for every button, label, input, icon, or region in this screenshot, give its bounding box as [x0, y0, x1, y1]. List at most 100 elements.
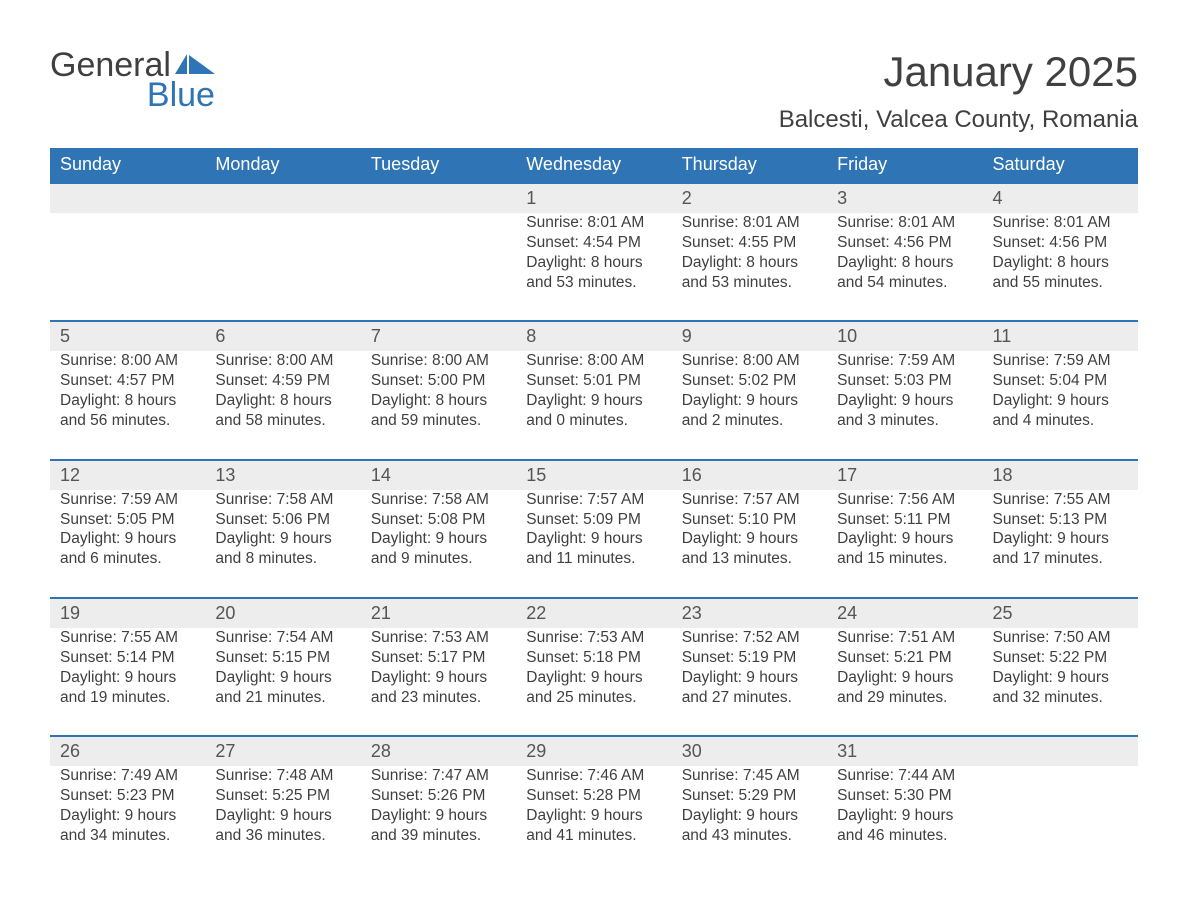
day-number-cell [361, 183, 516, 213]
day-number-cell: 20 [205, 598, 360, 628]
sunset-line: Sunset: 4:56 PM [837, 233, 972, 253]
daylight-line-1: Daylight: 9 hours [371, 806, 506, 826]
day-number-cell: 23 [672, 598, 827, 628]
sunrise-line: Sunrise: 8:01 AM [682, 213, 817, 233]
daylight-line-1: Daylight: 9 hours [371, 668, 506, 688]
sunrise-line: Sunrise: 8:00 AM [526, 351, 661, 371]
daylight-line-1: Daylight: 9 hours [993, 391, 1128, 411]
day-number-cell: 14 [361, 460, 516, 490]
sunrise-line: Sunrise: 7:59 AM [993, 351, 1128, 371]
daylight-line-2: and 36 minutes. [215, 826, 350, 846]
day-cell: Sunrise: 8:00 AMSunset: 5:00 PMDaylight:… [361, 351, 516, 459]
day-number-row: 12131415161718 [50, 460, 1138, 490]
sunset-line: Sunset: 5:23 PM [60, 786, 195, 806]
day-cell: Sunrise: 7:50 AMSunset: 5:22 PMDaylight:… [983, 628, 1138, 736]
daylight-line-2: and 39 minutes. [371, 826, 506, 846]
day-number-cell: 26 [50, 736, 205, 766]
sunset-line: Sunset: 4:54 PM [526, 233, 661, 253]
daylight-line-1: Daylight: 9 hours [526, 391, 661, 411]
daylight-line-2: and 17 minutes. [993, 549, 1128, 569]
logo-word-2: Blue [147, 78, 215, 112]
daylight-line-1: Daylight: 8 hours [837, 253, 972, 273]
day-cell: Sunrise: 7:57 AMSunset: 5:09 PMDaylight:… [516, 490, 671, 598]
weekday-header: Tuesday [361, 148, 516, 183]
daylight-line-1: Daylight: 8 hours [682, 253, 817, 273]
location-subtitle: Balcesti, Valcea County, Romania [779, 106, 1138, 134]
daylight-line-1: Daylight: 9 hours [682, 668, 817, 688]
sunset-line: Sunset: 5:30 PM [837, 786, 972, 806]
daylight-line-2: and 0 minutes. [526, 411, 661, 431]
daylight-line-1: Daylight: 9 hours [837, 668, 972, 688]
sunrise-line: Sunrise: 8:00 AM [371, 351, 506, 371]
sunset-line: Sunset: 5:10 PM [682, 510, 817, 530]
sunset-line: Sunset: 5:29 PM [682, 786, 817, 806]
sunrise-line: Sunrise: 7:53 AM [526, 628, 661, 648]
day-number-cell: 5 [50, 321, 205, 351]
day-cell: Sunrise: 7:59 AMSunset: 5:03 PMDaylight:… [827, 351, 982, 459]
daylight-line-2: and 15 minutes. [837, 549, 972, 569]
day-cell: Sunrise: 8:00 AMSunset: 4:59 PMDaylight:… [205, 351, 360, 459]
day-cell: Sunrise: 7:57 AMSunset: 5:10 PMDaylight:… [672, 490, 827, 598]
page-header: General Blue January 2025 Balcesti, Valc… [50, 48, 1138, 148]
day-number-cell: 19 [50, 598, 205, 628]
day-number-cell: 3 [827, 183, 982, 213]
weekday-header: Sunday [50, 148, 205, 183]
day-cell: Sunrise: 7:55 AMSunset: 5:13 PMDaylight:… [983, 490, 1138, 598]
day-cell: Sunrise: 7:59 AMSunset: 5:05 PMDaylight:… [50, 490, 205, 598]
sunset-line: Sunset: 4:55 PM [682, 233, 817, 253]
daylight-line-1: Daylight: 9 hours [526, 529, 661, 549]
daylight-line-2: and 8 minutes. [215, 549, 350, 569]
daylight-line-2: and 46 minutes. [837, 826, 972, 846]
sunrise-line: Sunrise: 7:54 AM [215, 628, 350, 648]
day-number-cell: 12 [50, 460, 205, 490]
day-number-cell: 25 [983, 598, 1138, 628]
sunset-line: Sunset: 5:03 PM [837, 371, 972, 391]
weekday-header: Monday [205, 148, 360, 183]
daylight-line-1: Daylight: 9 hours [682, 806, 817, 826]
day-cell: Sunrise: 8:00 AMSunset: 5:01 PMDaylight:… [516, 351, 671, 459]
sunset-line: Sunset: 5:08 PM [371, 510, 506, 530]
day-cell [983, 766, 1138, 873]
daylight-line-1: Daylight: 9 hours [215, 668, 350, 688]
sunrise-line: Sunrise: 8:00 AM [682, 351, 817, 371]
daylight-line-1: Daylight: 9 hours [60, 806, 195, 826]
daylight-line-2: and 23 minutes. [371, 688, 506, 708]
page-title: January 2025 [779, 48, 1138, 96]
day-number-row: 19202122232425 [50, 598, 1138, 628]
sunrise-line: Sunrise: 8:01 AM [837, 213, 972, 233]
day-cell: Sunrise: 8:00 AMSunset: 4:57 PMDaylight:… [50, 351, 205, 459]
sunrise-line: Sunrise: 7:55 AM [993, 490, 1128, 510]
logo: General Blue [50, 48, 217, 112]
daylight-line-2: and 3 minutes. [837, 411, 972, 431]
sunrise-line: Sunrise: 7:51 AM [837, 628, 972, 648]
daylight-line-2: and 32 minutes. [993, 688, 1128, 708]
sunrise-line: Sunrise: 8:01 AM [993, 213, 1128, 233]
day-number-cell: 10 [827, 321, 982, 351]
day-number-cell: 13 [205, 460, 360, 490]
day-number-row: 262728293031 [50, 736, 1138, 766]
daylight-line-1: Daylight: 9 hours [215, 529, 350, 549]
day-cell: Sunrise: 7:46 AMSunset: 5:28 PMDaylight:… [516, 766, 671, 873]
day-cell: Sunrise: 7:54 AMSunset: 5:15 PMDaylight:… [205, 628, 360, 736]
sunset-line: Sunset: 5:05 PM [60, 510, 195, 530]
daylight-line-1: Daylight: 8 hours [215, 391, 350, 411]
day-number-cell: 29 [516, 736, 671, 766]
daylight-line-1: Daylight: 9 hours [215, 806, 350, 826]
daylight-line-1: Daylight: 9 hours [682, 529, 817, 549]
daylight-line-2: and 56 minutes. [60, 411, 195, 431]
sunset-line: Sunset: 5:26 PM [371, 786, 506, 806]
sunrise-line: Sunrise: 7:47 AM [371, 766, 506, 786]
sunrise-line: Sunrise: 7:45 AM [682, 766, 817, 786]
sunset-line: Sunset: 4:59 PM [215, 371, 350, 391]
weekday-header: Wednesday [516, 148, 671, 183]
sunset-line: Sunset: 5:15 PM [215, 648, 350, 668]
day-number-cell: 27 [205, 736, 360, 766]
sunset-line: Sunset: 5:28 PM [526, 786, 661, 806]
sunrise-line: Sunrise: 7:44 AM [837, 766, 972, 786]
sunset-line: Sunset: 5:13 PM [993, 510, 1128, 530]
sunset-line: Sunset: 5:25 PM [215, 786, 350, 806]
calendar-table: Sunday Monday Tuesday Wednesday Thursday… [50, 148, 1138, 874]
sunrise-line: Sunrise: 8:00 AM [215, 351, 350, 371]
day-body-row: Sunrise: 7:55 AMSunset: 5:14 PMDaylight:… [50, 628, 1138, 736]
day-number-cell [205, 183, 360, 213]
